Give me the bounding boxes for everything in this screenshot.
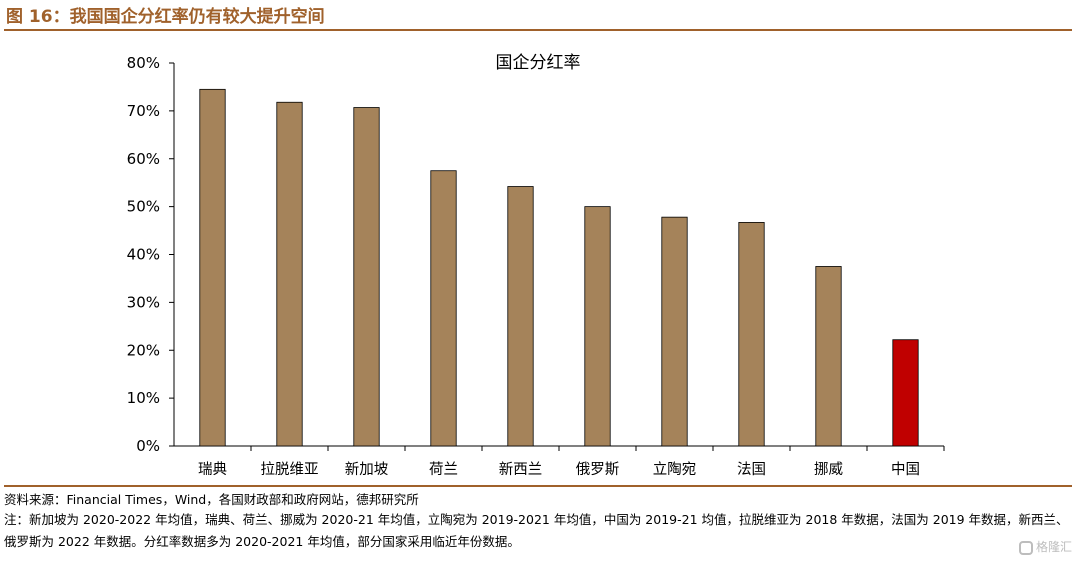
bar-5 (584, 206, 611, 447)
source-divider (4, 485, 1072, 487)
watermark-logo-icon (1018, 540, 1033, 555)
y-tick-label: 70% (127, 102, 160, 120)
y-tick-label: 40% (127, 246, 160, 264)
x-tick-label: 中国 (891, 461, 920, 478)
y-tick-label: 10% (127, 389, 160, 407)
bar-6 (661, 216, 688, 447)
watermark-text: 格隆汇 (1035, 540, 1072, 554)
source-text: 资料来源：Financial Times，Wind，各国财政部和政府网站，德邦研… (4, 492, 419, 507)
x-axis: 瑞典 拉脱维亚 新加坡 荷兰 新西兰 俄罗斯 立陶宛 法国 挪威 中国 (174, 445, 945, 478)
x-tick-label: 俄罗斯 (576, 461, 620, 478)
x-tick-label: 立陶宛 (653, 461, 697, 478)
watermark: 格隆汇 (1018, 538, 1072, 555)
bar-2 (353, 107, 380, 447)
x-tick-label: 挪威 (814, 461, 843, 478)
x-tick-label: 新西兰 (499, 461, 543, 478)
x-tick-label: 瑞典 (198, 461, 227, 478)
chart-title: 国企分红率 (496, 53, 581, 73)
note-text: 注：新加坡为 2020-2022 年均值，瑞典、荷兰、挪威为 2020-21 年… (4, 512, 1069, 549)
title-divider (4, 29, 1072, 31)
bar-8 (815, 266, 842, 447)
figure-title: 图 16：我国国企分红率仍有较大提升空间 (6, 7, 325, 27)
y-tick-label: 60% (127, 150, 160, 168)
y-tick-label: 0% (136, 437, 160, 455)
x-tick-label: 荷兰 (429, 461, 458, 478)
y-axis: 0% 10% 20% 30% 40% 50% 60% 70% 80% (127, 54, 175, 455)
y-tick-label: 30% (127, 293, 160, 311)
x-tick-label: 新加坡 (345, 461, 389, 478)
y-tick-label: 50% (127, 198, 160, 216)
bars (199, 88, 919, 447)
bar-7 (738, 222, 765, 447)
bar-9 (892, 339, 919, 447)
y-tick-label: 20% (127, 341, 160, 359)
bar-0 (199, 88, 226, 447)
bar-4 (507, 186, 534, 447)
bar-3 (430, 170, 457, 447)
bar-chart: 国企分红率 0% 10% 20% 30% 40% 50% 60% 70% 80% 瑞典 拉脱维亚 新… (127, 53, 945, 478)
x-tick-label: 拉脱维亚 (261, 461, 319, 478)
y-tick-label: 80% (127, 54, 160, 72)
x-tick-label: 法国 (737, 461, 766, 478)
bar-1 (276, 101, 303, 447)
